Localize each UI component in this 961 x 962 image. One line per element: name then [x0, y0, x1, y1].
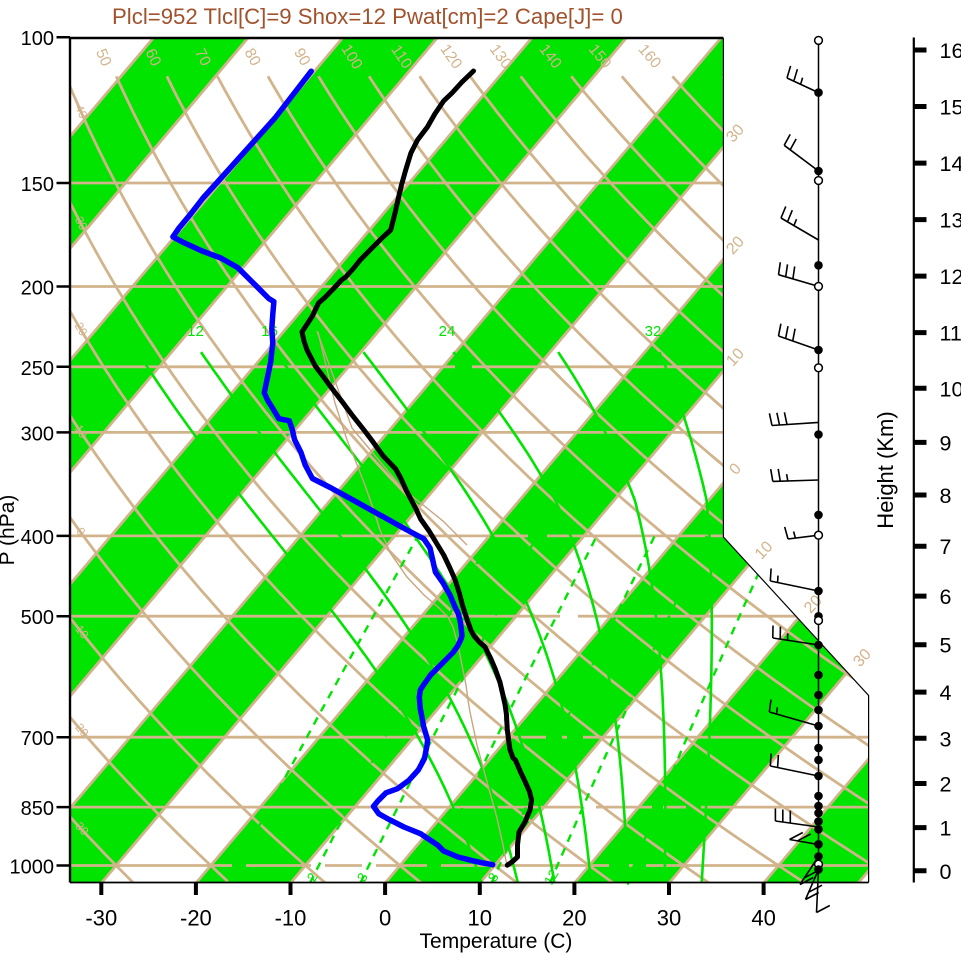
svg-text:24: 24: [439, 323, 456, 340]
svg-text:12: 12: [940, 265, 961, 289]
svg-text:11: 11: [940, 322, 961, 346]
svg-text:-30: -30: [85, 906, 117, 931]
svg-text:3: 3: [940, 727, 952, 751]
svg-text:5: 5: [940, 634, 952, 658]
svg-text:20: 20: [562, 906, 586, 931]
svg-text:32: 32: [645, 323, 662, 340]
svg-text:9: 9: [940, 431, 952, 455]
svg-text:12: 12: [187, 323, 204, 340]
svg-text:6: 6: [940, 585, 952, 609]
svg-text:Height (Km): Height (Km): [873, 411, 898, 528]
svg-text:4: 4: [940, 681, 952, 705]
svg-text:13: 13: [940, 209, 961, 233]
svg-text:Temperature (C): Temperature (C): [420, 930, 573, 953]
svg-text:10: 10: [940, 377, 961, 401]
svg-text:300: 300: [21, 423, 54, 445]
svg-text:8: 8: [940, 484, 952, 508]
svg-text:250: 250: [21, 358, 54, 380]
svg-text:Plcl=952 Tlcl[C]=9 Shox=12 Pwa: Plcl=952 Tlcl[C]=9 Shox=12 Pwat[cm]=2 Ca…: [112, 4, 623, 29]
svg-text:150: 150: [21, 174, 54, 196]
svg-text:850: 850: [21, 798, 54, 820]
svg-text:0: 0: [940, 860, 952, 884]
svg-text:-10: -10: [275, 906, 307, 931]
svg-text:-20: -20: [180, 906, 212, 931]
svg-text:400: 400: [21, 527, 54, 549]
svg-text:200: 200: [21, 278, 54, 300]
svg-text:1: 1: [940, 817, 952, 841]
svg-text:0: 0: [379, 906, 391, 931]
svg-text:14: 14: [940, 152, 961, 176]
svg-text:7: 7: [940, 535, 952, 559]
svg-text:100: 100: [21, 28, 54, 50]
svg-text:1000: 1000: [10, 857, 55, 879]
svg-text:700: 700: [21, 728, 54, 750]
svg-text:30: 30: [657, 906, 681, 931]
svg-text:500: 500: [21, 607, 54, 629]
svg-text:15: 15: [940, 96, 961, 120]
svg-text:16: 16: [940, 39, 961, 63]
svg-text:10: 10: [468, 906, 492, 931]
svg-text:P (hPa): P (hPa): [0, 495, 19, 566]
svg-text:40: 40: [751, 906, 775, 931]
svg-text:2: 2: [940, 773, 952, 797]
